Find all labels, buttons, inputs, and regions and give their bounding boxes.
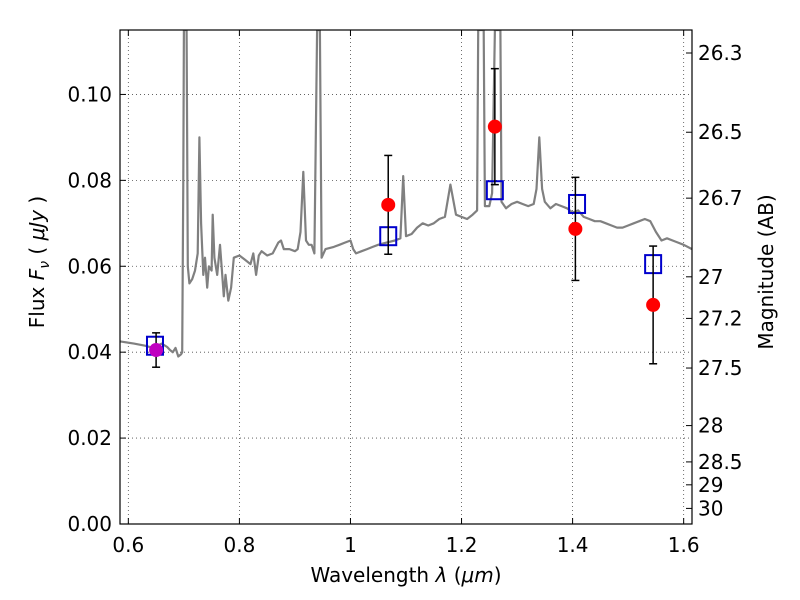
y-tick-label: 0.02 bbox=[67, 426, 112, 450]
observed-point bbox=[646, 297, 661, 312]
observed-flux-markers bbox=[149, 67, 661, 368]
y2-tick-label: 27.2 bbox=[698, 306, 743, 330]
x-tick-label: 1.6 bbox=[668, 533, 700, 557]
y2-tick-label: 26.5 bbox=[698, 120, 743, 144]
y2-tick-label: 26.7 bbox=[698, 186, 743, 210]
x-axis-ticks: 0.6 0.8 1 1.2 1.4 1.6 bbox=[112, 30, 700, 557]
y2-tick-label: 28 bbox=[698, 414, 723, 438]
y-tick-label: 0.06 bbox=[67, 254, 112, 278]
model-sed-curve bbox=[120, 30, 692, 358]
y-tick-label: 0.08 bbox=[67, 168, 112, 192]
x-axis-title: Wavelength λ (μm) bbox=[310, 563, 501, 587]
y2-tick-label: 26.3 bbox=[698, 41, 743, 65]
y-axis-title: Flux Fν ( μJy ) bbox=[25, 196, 54, 328]
y2-tick-label: 28.5 bbox=[698, 450, 743, 474]
observed-point bbox=[381, 197, 396, 212]
y-tick-label: 0.00 bbox=[67, 512, 112, 536]
sed-line bbox=[120, 30, 692, 358]
y2-axis-title: Magnitude (AB) bbox=[754, 194, 778, 349]
y-axis-ticks: 0.00 0.02 0.04 0.06 0.08 0.10 bbox=[67, 82, 126, 536]
y2-tick-label: 27 bbox=[698, 265, 723, 289]
observed-point bbox=[568, 221, 583, 236]
x-tick-label: 0.8 bbox=[223, 533, 255, 557]
observed-point bbox=[149, 343, 164, 358]
y2-tick-label: 29 bbox=[698, 473, 723, 497]
model-band-square bbox=[568, 193, 587, 214]
y2-tick-label: 27.5 bbox=[698, 356, 743, 380]
y-tick-label: 0.04 bbox=[67, 340, 112, 364]
y2-tick-label: 30 bbox=[698, 496, 723, 520]
x-tick-label: 1 bbox=[344, 533, 357, 557]
x-tick-label: 1.2 bbox=[446, 533, 478, 557]
y-tick-label: 0.10 bbox=[67, 82, 112, 106]
observed-point bbox=[487, 119, 502, 134]
x-tick-label: 0.6 bbox=[112, 533, 144, 557]
x-tick-label: 1.4 bbox=[557, 533, 589, 557]
